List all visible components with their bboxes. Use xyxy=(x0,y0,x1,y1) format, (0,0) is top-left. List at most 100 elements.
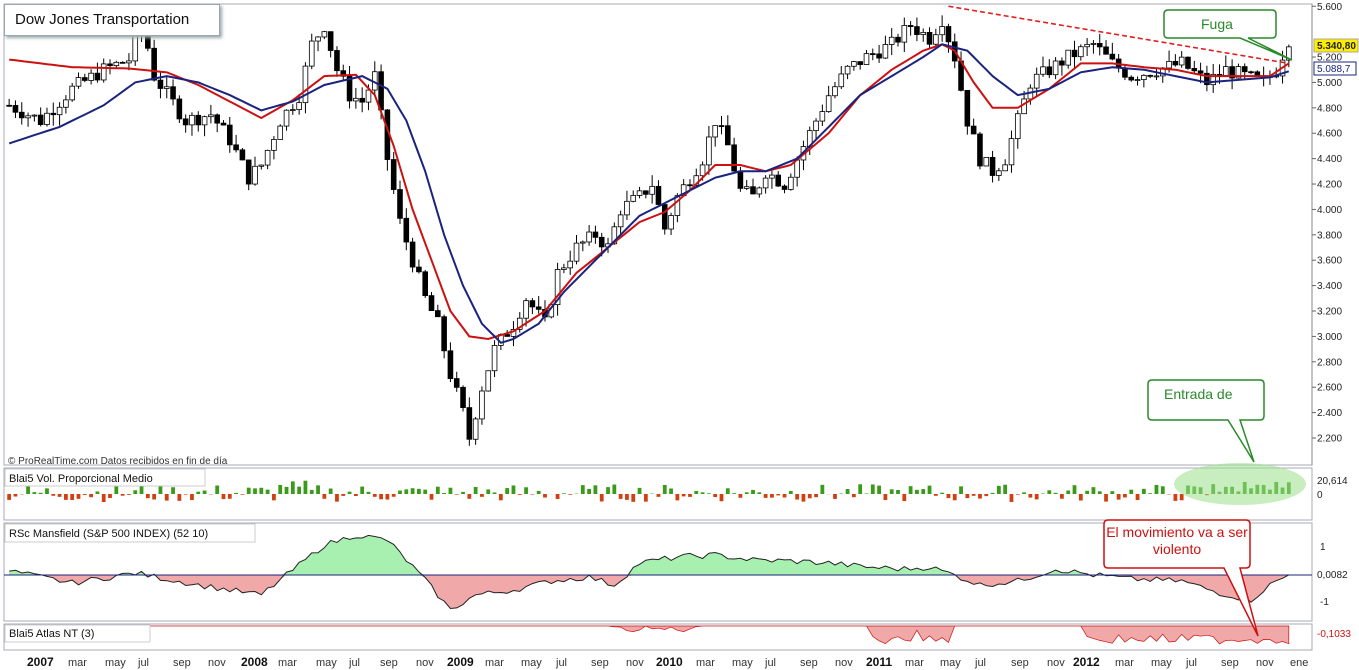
candle-body xyxy=(661,204,668,230)
entry-highlight xyxy=(1174,463,1306,505)
volume-bar xyxy=(234,492,238,494)
candle-body xyxy=(157,79,164,89)
candle-body xyxy=(996,170,1002,176)
candle-body xyxy=(788,176,794,190)
volume-bar xyxy=(240,494,245,495)
volume-bar xyxy=(32,492,37,494)
candle-body xyxy=(75,77,82,87)
volume-bar xyxy=(171,487,175,494)
price-panel xyxy=(3,3,1313,466)
ma-price-tag xyxy=(1313,61,1357,76)
volume-bar xyxy=(347,491,352,494)
mansfield-tick-neg: -1 xyxy=(1320,597,1329,608)
ma-red-line xyxy=(9,43,1290,341)
candle-body xyxy=(1134,79,1141,81)
candle-body xyxy=(6,104,12,107)
x-month-label: mar xyxy=(696,657,715,669)
y-tick-label: 4.400 xyxy=(1317,154,1342,165)
volume-bar xyxy=(435,486,440,494)
candle-body xyxy=(271,139,277,151)
volume-bar xyxy=(284,486,289,494)
volume-bar xyxy=(290,481,295,494)
volume-bar xyxy=(473,486,478,494)
volume-bar xyxy=(978,494,982,499)
candle-body xyxy=(226,124,233,146)
candle-body xyxy=(756,187,763,195)
candle-body xyxy=(561,267,567,270)
candle-body xyxy=(453,378,460,388)
chart-title-box: Dow Jones Transportation xyxy=(4,4,220,36)
candle-body xyxy=(914,26,920,35)
candle-body xyxy=(1204,72,1210,86)
candle-body xyxy=(321,31,328,38)
candle-body xyxy=(1002,164,1008,172)
candle-body xyxy=(876,53,882,59)
volume-bar xyxy=(965,494,970,499)
volume-bar xyxy=(511,485,516,494)
mansfield-panel-header xyxy=(4,523,256,543)
candle-body xyxy=(1078,46,1084,58)
candle-body xyxy=(1008,138,1015,166)
candle-body xyxy=(592,231,599,238)
y-tick-label: 5.000 xyxy=(1317,78,1342,89)
volume-bar xyxy=(227,494,232,499)
candle-body xyxy=(1021,98,1027,115)
volume-bar xyxy=(952,494,957,501)
volume-bar xyxy=(801,494,806,502)
volume-bar xyxy=(486,489,491,494)
volume-bar xyxy=(505,488,510,494)
volume-bar xyxy=(751,489,755,494)
volume-bar xyxy=(76,494,81,499)
candle-body xyxy=(491,345,498,372)
volume-bar xyxy=(196,491,201,494)
volume-bar xyxy=(940,492,945,494)
candle-body xyxy=(428,295,435,311)
x-month-label: jul xyxy=(137,657,149,669)
x-month-label: may xyxy=(105,657,126,669)
volume-bar xyxy=(1148,493,1153,494)
x-month-label: sep xyxy=(1011,657,1029,669)
volume-bar xyxy=(990,492,995,494)
volume-bar xyxy=(1060,494,1064,499)
candle-body xyxy=(214,114,220,124)
fuga-callout: Fuga xyxy=(1163,9,1293,61)
candle-body xyxy=(762,177,769,189)
volume-bar xyxy=(902,494,907,502)
x-month-label: ene xyxy=(1290,657,1308,669)
last-price-tag xyxy=(1313,38,1359,53)
volume-bar xyxy=(480,494,484,497)
ma-blue-line xyxy=(8,43,1290,344)
candles xyxy=(6,13,1292,446)
volume-bar xyxy=(1097,491,1102,494)
volume-bar xyxy=(599,494,604,502)
volume-bar xyxy=(606,487,610,494)
volume-bar xyxy=(1123,494,1127,498)
candle-body xyxy=(989,156,996,176)
volume-bar xyxy=(908,486,913,494)
x-month-label: sep xyxy=(1221,657,1239,669)
candle-body xyxy=(195,114,202,126)
candle-body xyxy=(725,125,731,146)
volume-bar xyxy=(587,488,592,494)
candle-body xyxy=(920,31,927,35)
candle-body xyxy=(529,300,536,308)
atlas-area-path xyxy=(9,625,1290,645)
volume-bar xyxy=(1141,488,1146,494)
y-tick-label: 3.600 xyxy=(1317,256,1342,267)
candle-body xyxy=(655,185,662,205)
volume-bar xyxy=(959,486,963,494)
volume-bar xyxy=(688,494,692,497)
candle-body xyxy=(308,40,315,67)
volume-bar xyxy=(744,492,749,494)
candle-body xyxy=(1286,46,1292,61)
x-month-label: nov xyxy=(1047,657,1065,669)
y-tick-label: 3.800 xyxy=(1317,230,1342,241)
fuga-text: Fuga xyxy=(1201,16,1233,32)
volume-bar xyxy=(927,485,932,494)
candle-body xyxy=(1090,43,1097,45)
volume-bar xyxy=(366,491,371,494)
candle-body xyxy=(743,186,750,189)
volume-bar xyxy=(1047,490,1052,494)
candle-body xyxy=(1084,44,1090,48)
volume-bar xyxy=(795,494,800,500)
